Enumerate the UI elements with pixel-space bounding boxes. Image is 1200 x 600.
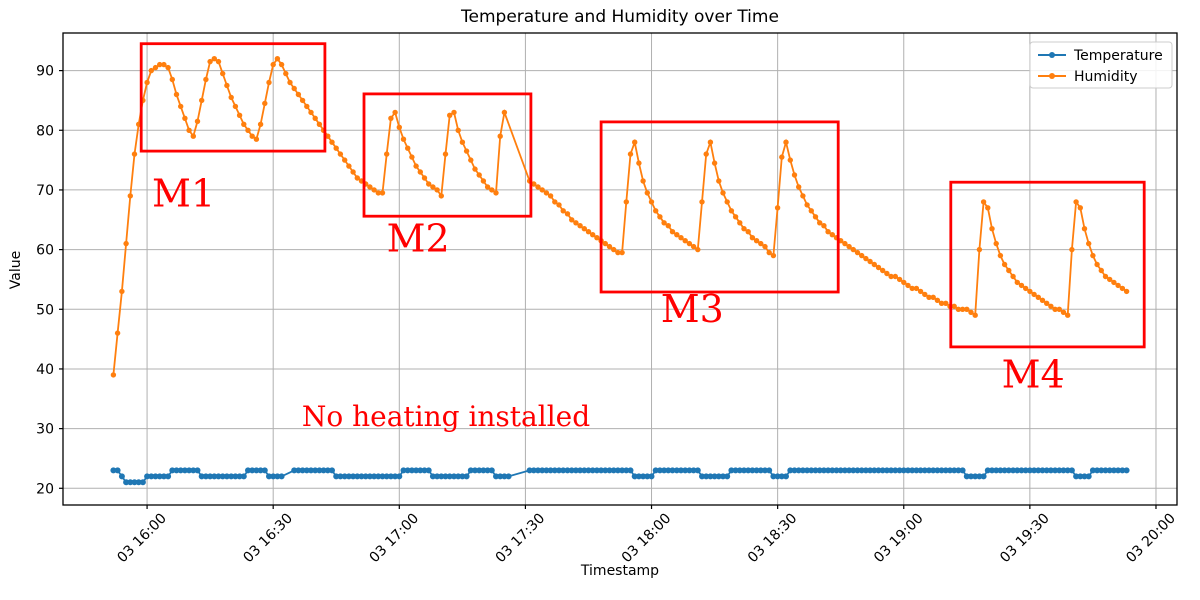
- y-tick-label: 70: [36, 183, 54, 199]
- y-tick-label: 40: [36, 362, 54, 378]
- annotation-box-m1: [139, 42, 327, 153]
- humidity-series: [110, 56, 1130, 378]
- temperature-series: [110, 467, 1130, 486]
- y-tick-label: 20: [36, 481, 54, 497]
- x-axis-label: Timestamp: [580, 563, 660, 579]
- annotation-box-m4: [949, 180, 1146, 349]
- legend: Temperature Humidity: [1029, 41, 1173, 89]
- y-tick-label: 30: [36, 422, 54, 438]
- y-tick-label: 80: [36, 123, 54, 139]
- x-tick-label: 03 16:30: [240, 511, 296, 567]
- x-tick-label: 03 18:00: [619, 511, 675, 567]
- x-tick-label: 03 16:00: [114, 511, 170, 567]
- y-tick-label: 90: [36, 64, 54, 80]
- annotation-label-m3: M3: [661, 287, 724, 331]
- annotation-box-m2: [362, 92, 533, 218]
- annotation-note: No heating installed: [302, 400, 590, 433]
- x-tick-label: 03 17:00: [367, 511, 423, 567]
- x-tick-label: 03 18:30: [745, 511, 801, 567]
- legend-item-temperature: Temperature: [1038, 48, 1163, 64]
- svg-text:Humidity: Humidity: [1074, 69, 1137, 85]
- x-tick-label: 03 19:30: [997, 511, 1053, 567]
- chart-title: Temperature and Humidity over Time: [461, 7, 779, 27]
- y-tick-label: 60: [36, 243, 54, 259]
- x-tick-label: 03 17:30: [493, 511, 549, 567]
- legend-item-humidity: Humidity: [1038, 69, 1137, 85]
- annotation-box-m3: [599, 120, 840, 294]
- annotation-label-m2: M2: [387, 216, 450, 260]
- x-tick-label: 03 20:00: [1123, 511, 1179, 567]
- annotation-label-m4: M4: [1002, 352, 1065, 396]
- x-tick-label: 03 19:00: [871, 511, 927, 567]
- y-axis-label: Value: [8, 250, 24, 290]
- annotation-label-m1: M1: [152, 172, 215, 216]
- svg-text:Temperature: Temperature: [1073, 48, 1163, 64]
- axes-spines: [62, 32, 1178, 506]
- y-tick-label: 50: [36, 302, 54, 318]
